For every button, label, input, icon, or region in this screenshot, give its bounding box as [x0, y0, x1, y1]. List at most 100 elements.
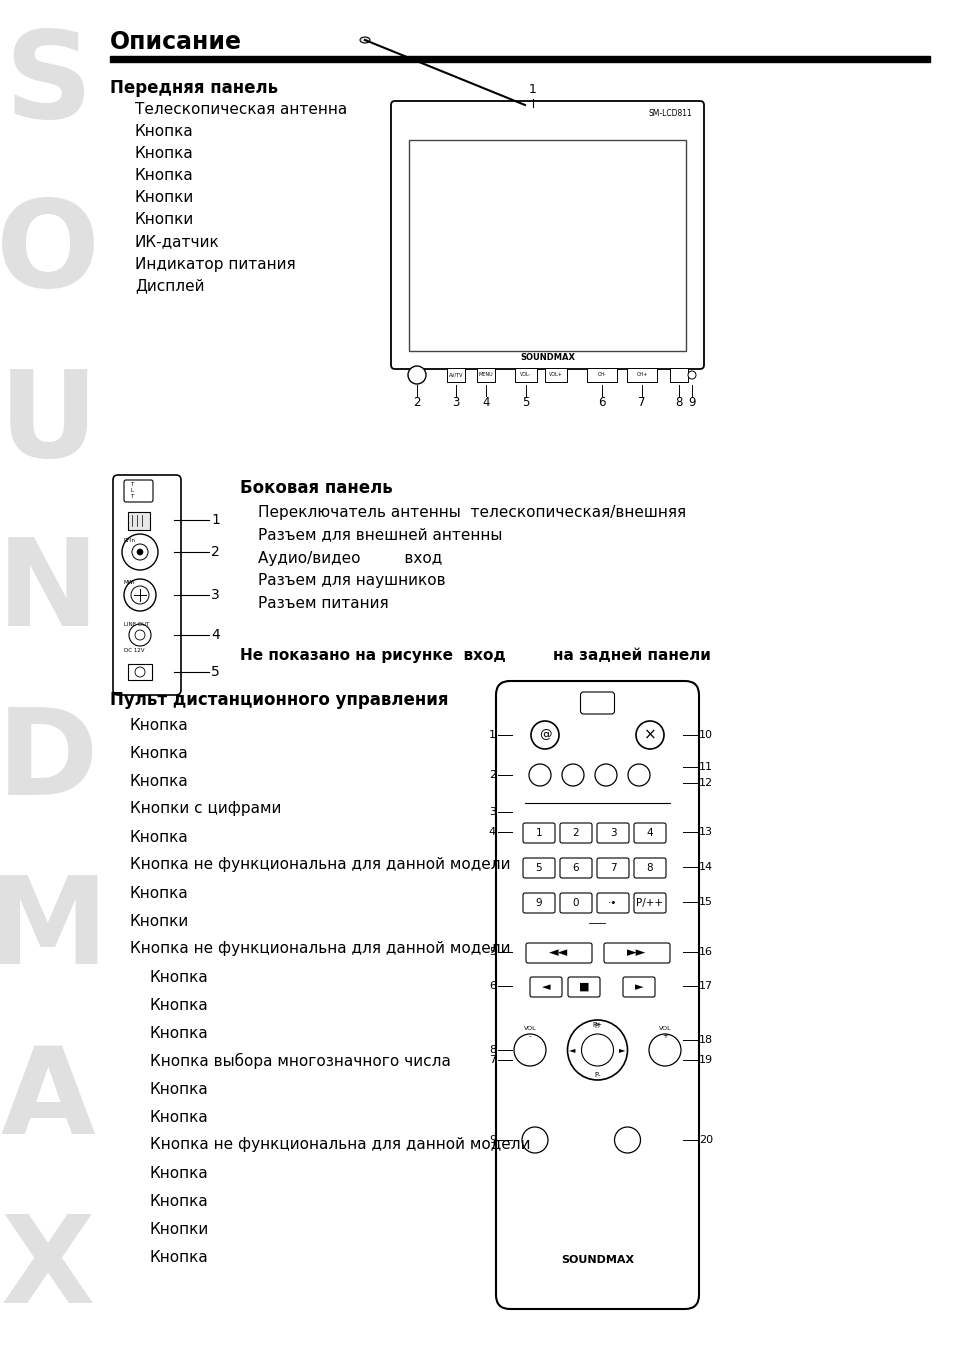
Bar — [128, 663, 152, 680]
Circle shape — [614, 1127, 639, 1154]
Text: Кнопка: Кнопка — [130, 773, 189, 788]
Text: VOL: VOL — [658, 1026, 671, 1030]
Text: ►►: ►► — [627, 946, 646, 960]
Circle shape — [531, 720, 558, 749]
Circle shape — [514, 1034, 545, 1066]
Text: @: @ — [538, 728, 551, 742]
FancyBboxPatch shape — [597, 858, 628, 877]
Circle shape — [595, 764, 617, 787]
Text: 5: 5 — [536, 862, 541, 873]
Text: Кнопка не функциональна для данной модели: Кнопка не функциональна для данной модел… — [130, 941, 510, 956]
Text: VOL+: VOL+ — [549, 372, 562, 378]
Text: 19: 19 — [699, 1055, 713, 1066]
Circle shape — [529, 764, 551, 787]
Text: 5: 5 — [521, 397, 529, 409]
Circle shape — [648, 1034, 680, 1066]
Circle shape — [135, 630, 145, 640]
Text: 1: 1 — [211, 513, 219, 527]
Circle shape — [408, 366, 426, 385]
FancyBboxPatch shape — [112, 475, 181, 695]
Bar — [518, 106, 531, 112]
Text: Кнопки: Кнопки — [135, 213, 194, 227]
Text: Кнопка: Кнопка — [130, 830, 189, 845]
Text: DC 12V: DC 12V — [124, 649, 144, 653]
FancyBboxPatch shape — [597, 894, 628, 913]
Circle shape — [129, 624, 151, 646]
Text: Дисплей: Дисплей — [135, 279, 204, 294]
Text: Передняя панель: Передняя панель — [110, 79, 278, 97]
Text: 18: 18 — [699, 1034, 713, 1045]
Circle shape — [131, 586, 149, 604]
Text: 3: 3 — [452, 397, 459, 409]
Text: 3: 3 — [489, 807, 496, 816]
Circle shape — [132, 544, 148, 561]
Text: 14: 14 — [699, 862, 713, 872]
FancyBboxPatch shape — [634, 894, 665, 913]
Circle shape — [124, 580, 156, 611]
Text: 8: 8 — [646, 862, 653, 873]
Text: Кнопка: Кнопка — [150, 1025, 209, 1040]
Text: RFIn: RFIn — [124, 538, 136, 543]
Text: 7: 7 — [638, 397, 645, 409]
FancyBboxPatch shape — [124, 481, 152, 502]
Text: Кнопка: Кнопка — [150, 998, 209, 1013]
Text: 6: 6 — [489, 982, 496, 991]
Text: 6: 6 — [572, 862, 578, 873]
Text: A: A — [1, 1041, 95, 1159]
Text: Переключатель антенны  телескопическая/внешняя: Переключатель антенны телескопическая/вн… — [257, 505, 685, 520]
Text: Кнопка: Кнопка — [130, 718, 189, 733]
Text: 10: 10 — [699, 730, 712, 741]
Text: 11: 11 — [699, 762, 712, 772]
FancyBboxPatch shape — [634, 858, 665, 877]
Text: U: U — [0, 364, 97, 482]
FancyBboxPatch shape — [567, 978, 599, 997]
Circle shape — [122, 533, 158, 570]
Circle shape — [581, 1034, 613, 1066]
Text: O: O — [0, 195, 100, 313]
FancyBboxPatch shape — [603, 942, 669, 963]
FancyBboxPatch shape — [522, 894, 555, 913]
Bar — [409, 139, 685, 351]
Bar — [669, 368, 687, 382]
Text: 1: 1 — [489, 730, 496, 741]
FancyBboxPatch shape — [559, 894, 592, 913]
Text: VOL-: VOL- — [519, 372, 531, 378]
Text: Пульт дистанционного управления: Пульт дистанционного управления — [110, 691, 448, 709]
Text: S: S — [4, 26, 91, 144]
Text: ►: ► — [634, 982, 642, 992]
Text: Кнопка: Кнопка — [130, 886, 189, 900]
Text: Кнопка: Кнопка — [135, 168, 193, 184]
Bar — [515, 368, 537, 382]
Text: 4: 4 — [646, 829, 653, 838]
Text: 8: 8 — [675, 397, 682, 409]
Bar — [128, 512, 150, 529]
Text: 0: 0 — [572, 898, 578, 909]
Text: 5: 5 — [489, 946, 496, 957]
Circle shape — [137, 548, 143, 555]
Text: Кнопки: Кнопки — [150, 1221, 209, 1236]
Text: Разъем для внешней антенны: Разъем для внешней антенны — [257, 528, 502, 543]
FancyBboxPatch shape — [530, 978, 561, 997]
Text: 2: 2 — [211, 546, 219, 559]
Text: 6: 6 — [598, 397, 605, 409]
FancyBboxPatch shape — [525, 942, 592, 963]
Text: 1: 1 — [536, 829, 541, 838]
Text: Боковая панель: Боковая панель — [240, 479, 393, 497]
Text: Кнопка: Кнопка — [150, 1082, 209, 1097]
Text: MENU: MENU — [478, 372, 493, 378]
Bar — [447, 368, 464, 382]
Text: -: - — [528, 1033, 531, 1039]
Text: 7: 7 — [609, 862, 616, 873]
Text: 5: 5 — [211, 665, 219, 678]
Text: Кнопки: Кнопки — [135, 191, 194, 206]
Circle shape — [636, 720, 663, 749]
Text: Индикатор питания: Индикатор питания — [135, 256, 295, 272]
Text: 15: 15 — [699, 896, 712, 907]
Bar — [544, 368, 566, 382]
Text: Кнопка: Кнопка — [135, 146, 193, 161]
Circle shape — [135, 668, 145, 677]
Text: P/++: P/++ — [636, 898, 662, 909]
Text: SOUNDMAX: SOUNDMAX — [560, 1255, 634, 1265]
Text: 4: 4 — [488, 827, 496, 837]
Text: 16: 16 — [699, 946, 712, 957]
